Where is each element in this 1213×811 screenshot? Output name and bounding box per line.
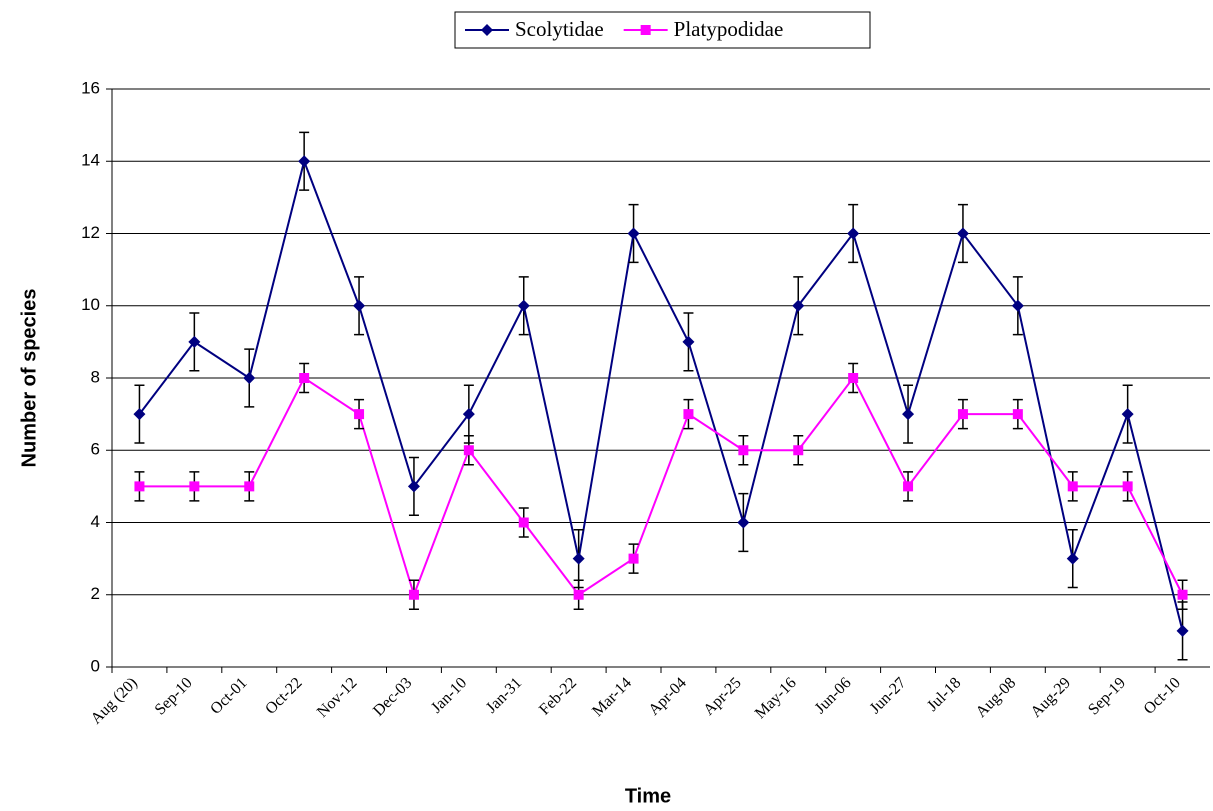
y-axis-title: Number of species [18, 289, 40, 468]
x-tick-label: Oct-22 [262, 674, 305, 717]
x-tick-label: Apr-04 [645, 674, 689, 718]
x-tick-label: Jan-31 [483, 674, 525, 716]
y-tick-label: 0 [91, 656, 100, 675]
x-tick-label: Oct-01 [207, 674, 250, 717]
point [299, 373, 309, 383]
y-tick-label: 16 [81, 78, 100, 97]
point [683, 409, 693, 419]
x-tick-label: Aug-29 [1028, 674, 1075, 721]
x-tick-label: Jan-10 [428, 674, 470, 716]
point [1177, 625, 1189, 637]
point [518, 300, 530, 312]
point [1067, 553, 1079, 565]
point [1178, 590, 1188, 600]
point [641, 25, 651, 35]
x-tick-label: Feb-22 [536, 674, 580, 718]
y-tick-label: 8 [91, 367, 100, 386]
series-line [139, 378, 1182, 595]
point [244, 481, 254, 491]
y-tick-label: 4 [91, 512, 100, 531]
point [958, 409, 968, 419]
x-tick-label: Jun-06 [812, 674, 855, 717]
point [519, 518, 529, 528]
x-tick-label: Aug-08 [973, 674, 1020, 721]
x-tick-label: Sep-10 [152, 674, 196, 718]
point [1068, 481, 1078, 491]
x-tick-label: Aug (20) [88, 674, 141, 727]
x-axis-title: Time [625, 785, 671, 807]
y-tick-label: 6 [91, 440, 100, 459]
point [848, 373, 858, 383]
point [628, 228, 640, 240]
point [573, 553, 585, 565]
point [1123, 481, 1133, 491]
point [298, 155, 310, 167]
point [629, 554, 639, 564]
chart: Time Number of species 0 2 4 6 8 10 12 14 16 Aug … [0, 0, 1213, 811]
point [354, 409, 364, 419]
point [793, 445, 803, 455]
point [903, 481, 913, 491]
point [243, 372, 255, 384]
x-tick-label: Sep-19 [1085, 674, 1129, 718]
x-tick-label: Mar-14 [589, 674, 635, 720]
y-tick-label: 2 [91, 584, 100, 603]
point [464, 445, 474, 455]
x-tick-label: Jun-27 [867, 674, 910, 717]
point [574, 590, 584, 600]
point [682, 336, 694, 348]
x-tick-label: Dec-03 [370, 674, 415, 719]
x-tick-label: Apr-25 [700, 674, 744, 718]
point [1013, 409, 1023, 419]
point [353, 300, 365, 312]
point [737, 517, 749, 529]
point [409, 590, 419, 600]
point [738, 445, 748, 455]
point [189, 481, 199, 491]
point [1122, 408, 1134, 420]
y-tick-label: 12 [81, 223, 100, 242]
x-tick-label: Jul-18 [924, 674, 964, 714]
y-tick-label: 14 [81, 151, 100, 170]
y-tick-label: 10 [81, 295, 100, 314]
legend-label: Scolytidae [515, 17, 604, 41]
x-tick-label: May-16 [752, 674, 800, 722]
x-tick-label: Oct-10 [1141, 674, 1184, 717]
legend-label: Platypodidae [674, 17, 784, 41]
point [134, 481, 144, 491]
x-tick-label: Nov-12 [314, 674, 361, 721]
point [902, 408, 914, 420]
